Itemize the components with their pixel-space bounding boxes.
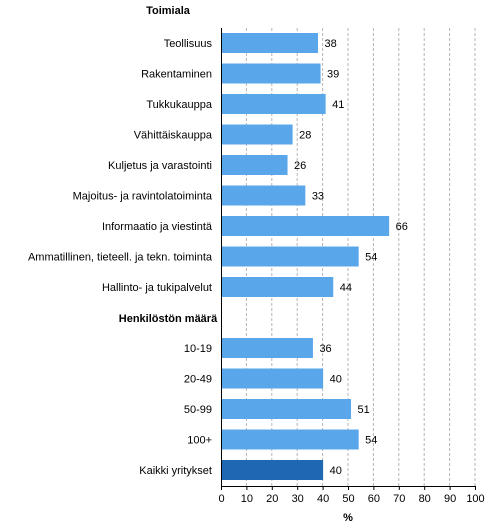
x-tick-label: 100 (466, 493, 484, 505)
data-label: 33 (312, 191, 324, 203)
category-label: Tukkukauppa (146, 99, 213, 111)
category-label: 50-99 (184, 404, 212, 416)
x-tick-label: 80 (419, 493, 431, 505)
category-label: Rakentaminen (141, 69, 212, 81)
category-label: 100+ (187, 435, 212, 447)
x-tick-label: 50 (342, 493, 354, 505)
bar (221, 277, 334, 297)
bar (221, 155, 288, 175)
data-label: 26 (294, 160, 306, 172)
x-tick-label: 10 (241, 493, 253, 505)
bar (221, 368, 324, 389)
data-label: 54 (365, 252, 377, 264)
bar (221, 124, 293, 145)
axis-layer: 0 10 20 30 40 50 60 70 80 90 100 (218, 28, 485, 505)
x-tick-label: 90 (444, 493, 456, 505)
x-tick-label: 20 (266, 493, 278, 505)
bar-layer (221, 33, 390, 480)
x-tick-label: 40 (317, 493, 329, 505)
group-title: Toimiala (146, 5, 191, 17)
category-label: Majoitus- ja ravintolatoiminta (73, 191, 213, 203)
bar (221, 399, 352, 419)
bar (221, 33, 319, 53)
category-label: Informaatio ja viestintä (102, 221, 213, 233)
label-layer: Toimiala Teollisuus 38 Rakentaminen 39 Tukkuk… (28, 5, 408, 477)
data-label: 40 (330, 374, 342, 386)
bar (221, 429, 359, 450)
bar (221, 185, 306, 206)
category-label: Teollisuus (164, 38, 213, 50)
data-label: 38 (325, 38, 337, 50)
x-tick-label: 30 (292, 493, 304, 505)
category-label: 10-19 (184, 343, 212, 355)
data-label: 36 (319, 343, 331, 355)
x-axis-title: % (343, 512, 353, 524)
data-label: 66 (396, 221, 408, 233)
data-label: 51 (358, 404, 370, 416)
x-tick-label: 0 (218, 493, 224, 505)
category-label: Vähittäiskauppa (134, 130, 213, 142)
bar (221, 94, 326, 114)
data-label: 41 (332, 99, 344, 111)
category-label: 20-49 (184, 374, 212, 386)
bar (221, 338, 313, 358)
category-label: Hallinto- ja tukipalvelut (102, 282, 212, 294)
group-title: Henkilöstön määrä (119, 313, 218, 325)
data-label: 40 (330, 465, 342, 477)
category-label: Kaikki yritykset (139, 465, 212, 477)
bar (221, 216, 390, 236)
data-label: 54 (365, 435, 377, 447)
x-tick-label: 70 (393, 493, 405, 505)
category-label: Ammatillinen, tieteell. ja tekn. toimint… (28, 252, 213, 264)
x-tick-label: 60 (368, 493, 380, 505)
data-label: 39 (327, 69, 339, 81)
bar (221, 246, 359, 267)
bar (221, 460, 324, 480)
data-label: 44 (340, 282, 352, 294)
data-label: 28 (299, 130, 311, 142)
category-label: Kuljetus ja varastointi (108, 160, 212, 172)
bar (221, 63, 321, 84)
